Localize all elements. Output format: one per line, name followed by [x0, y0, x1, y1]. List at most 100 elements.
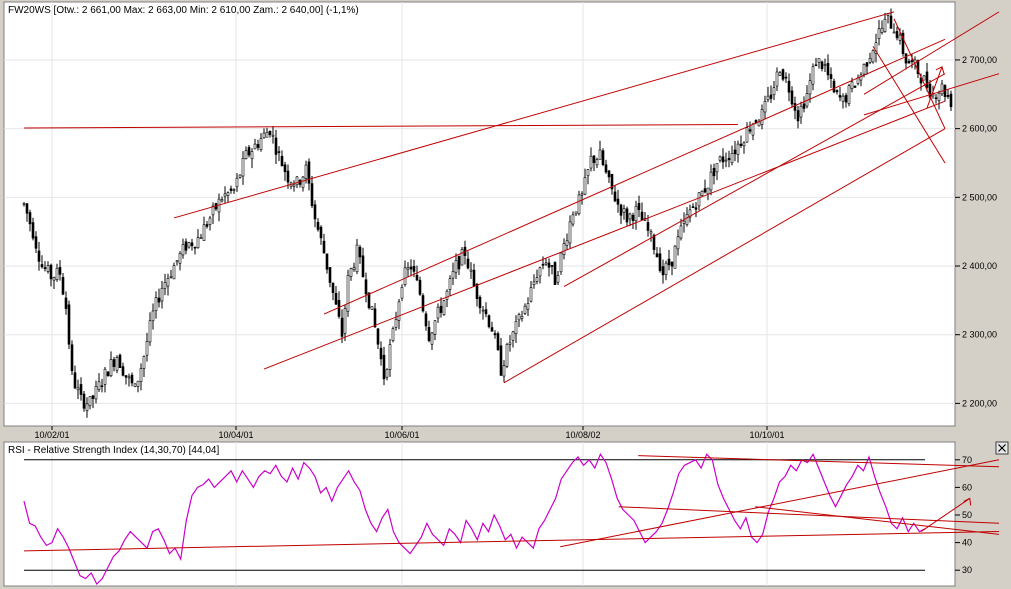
candle [220, 196, 224, 203]
candle [883, 12, 887, 33]
price-panel [3, 1, 956, 427]
close-icon[interactable] [995, 441, 1009, 455]
candle [133, 383, 137, 388]
candle [466, 251, 470, 270]
price-arrow-head [935, 66, 945, 74]
candle [901, 29, 905, 57]
x-tick-label: 10/02/01 [34, 430, 69, 440]
candle [121, 362, 125, 377]
candle [385, 368, 389, 381]
candle [793, 96, 797, 120]
candle [838, 86, 842, 102]
candle [673, 245, 677, 269]
candle [877, 19, 881, 46]
candle [427, 320, 431, 343]
candle [493, 330, 497, 339]
candle [241, 151, 245, 185]
candle [436, 303, 440, 323]
candle [835, 89, 839, 95]
candle [700, 190, 704, 197]
candle [259, 133, 263, 152]
candle [190, 238, 194, 251]
candle [91, 394, 95, 409]
candle [313, 200, 317, 228]
candle [43, 261, 47, 272]
price-y-tick-label: 2 400,00 [962, 261, 997, 271]
candle [538, 266, 542, 284]
candle [949, 90, 953, 111]
candle [760, 104, 764, 130]
candle [859, 72, 863, 87]
candle [277, 146, 281, 162]
candle [349, 267, 353, 281]
candle [724, 152, 728, 168]
candle [46, 261, 50, 274]
candle [574, 211, 578, 216]
candle [889, 8, 893, 29]
candle [346, 269, 350, 317]
candle [670, 261, 674, 276]
candle [142, 355, 146, 378]
rsi-trendline [23, 531, 1000, 552]
candle [739, 135, 743, 148]
candle [316, 218, 320, 232]
price-grid [4, 2, 955, 426]
candle [628, 212, 632, 227]
candle [517, 312, 521, 328]
candle [100, 378, 104, 393]
candle [94, 380, 98, 404]
candle [139, 363, 143, 391]
candle [202, 216, 206, 241]
candle [58, 260, 62, 281]
x-tick-label: 10/08/02 [565, 430, 600, 440]
candle [172, 262, 176, 280]
candle [808, 73, 812, 103]
rsi-panel-title: RSI - Relative Strength Index (14,30,70)… [8, 445, 219, 456]
candle [571, 211, 575, 227]
candle [580, 191, 584, 205]
candle [169, 269, 173, 279]
candle [490, 321, 494, 332]
price-trendline [503, 128, 946, 384]
candle [367, 292, 371, 310]
candle [817, 58, 821, 69]
candle [502, 360, 506, 383]
candle [661, 259, 665, 284]
price-trendline-extended [863, 11, 1000, 95]
candle [718, 155, 722, 163]
candle [70, 340, 74, 376]
rsi-trendline [618, 506, 1000, 524]
candle [922, 75, 926, 81]
candle [610, 173, 614, 195]
candle [520, 310, 524, 322]
candle [688, 204, 692, 223]
price-trendline [263, 100, 946, 370]
candle [97, 373, 101, 392]
candle [865, 62, 869, 75]
candle [730, 145, 734, 166]
candle [382, 346, 386, 386]
candle [433, 320, 437, 341]
candle [625, 206, 629, 227]
candle [247, 145, 251, 158]
candle [400, 284, 404, 302]
candle [598, 140, 602, 160]
candle [820, 60, 824, 72]
candle [274, 129, 278, 165]
price-y-tick-label: 2 500,00 [962, 192, 997, 202]
candle [157, 288, 161, 308]
rsi-y-tick-label: 60 [962, 482, 972, 492]
candle [766, 86, 770, 103]
candle [34, 231, 38, 253]
rsi-arrow-shaft [920, 498, 971, 532]
candle [601, 148, 605, 167]
candle [25, 202, 29, 222]
candle [799, 101, 803, 124]
candle [292, 180, 296, 192]
candle [637, 195, 641, 218]
candle [40, 255, 44, 269]
candle [694, 202, 698, 218]
candle [232, 188, 236, 194]
x-axis: 10/02/01 10/04/01 10/06/01 10/08/02 10/10/01 [34, 426, 785, 440]
